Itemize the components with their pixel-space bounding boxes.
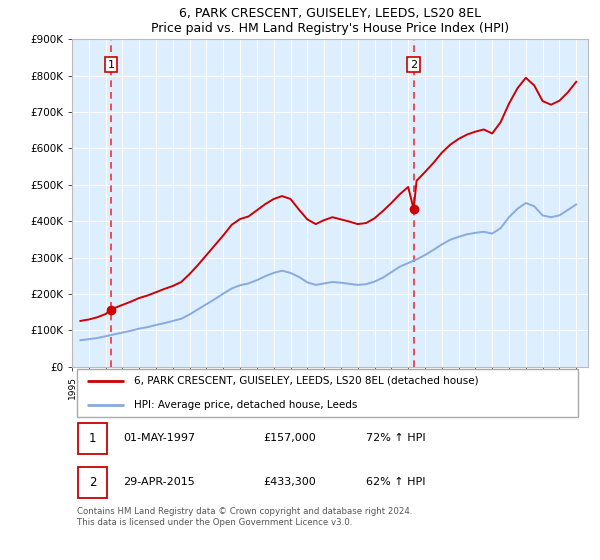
Text: 29-APR-2015: 29-APR-2015 [124, 478, 196, 487]
Text: 6, PARK CRESCENT, GUISELEY, LEEDS, LS20 8EL (detached house): 6, PARK CRESCENT, GUISELEY, LEEDS, LS20 … [134, 376, 479, 386]
Text: Contains HM Land Registry data © Crown copyright and database right 2024.
This d: Contains HM Land Registry data © Crown c… [77, 507, 413, 526]
FancyBboxPatch shape [78, 423, 107, 454]
Text: £433,300: £433,300 [263, 478, 316, 487]
Text: 2: 2 [89, 476, 96, 489]
Text: HPI: Average price, detached house, Leeds: HPI: Average price, detached house, Leed… [134, 400, 357, 410]
Text: 2: 2 [410, 60, 417, 69]
Text: 01-MAY-1997: 01-MAY-1997 [124, 433, 196, 444]
Text: 62% ↑ HPI: 62% ↑ HPI [366, 478, 425, 487]
FancyBboxPatch shape [78, 467, 107, 498]
Text: 72% ↑ HPI: 72% ↑ HPI [366, 433, 426, 444]
FancyBboxPatch shape [77, 369, 578, 417]
Text: 1: 1 [89, 432, 96, 445]
Text: 1: 1 [107, 60, 115, 69]
Text: £157,000: £157,000 [263, 433, 316, 444]
Title: 6, PARK CRESCENT, GUISELEY, LEEDS, LS20 8EL
Price paid vs. HM Land Registry's Ho: 6, PARK CRESCENT, GUISELEY, LEEDS, LS20 … [151, 7, 509, 35]
